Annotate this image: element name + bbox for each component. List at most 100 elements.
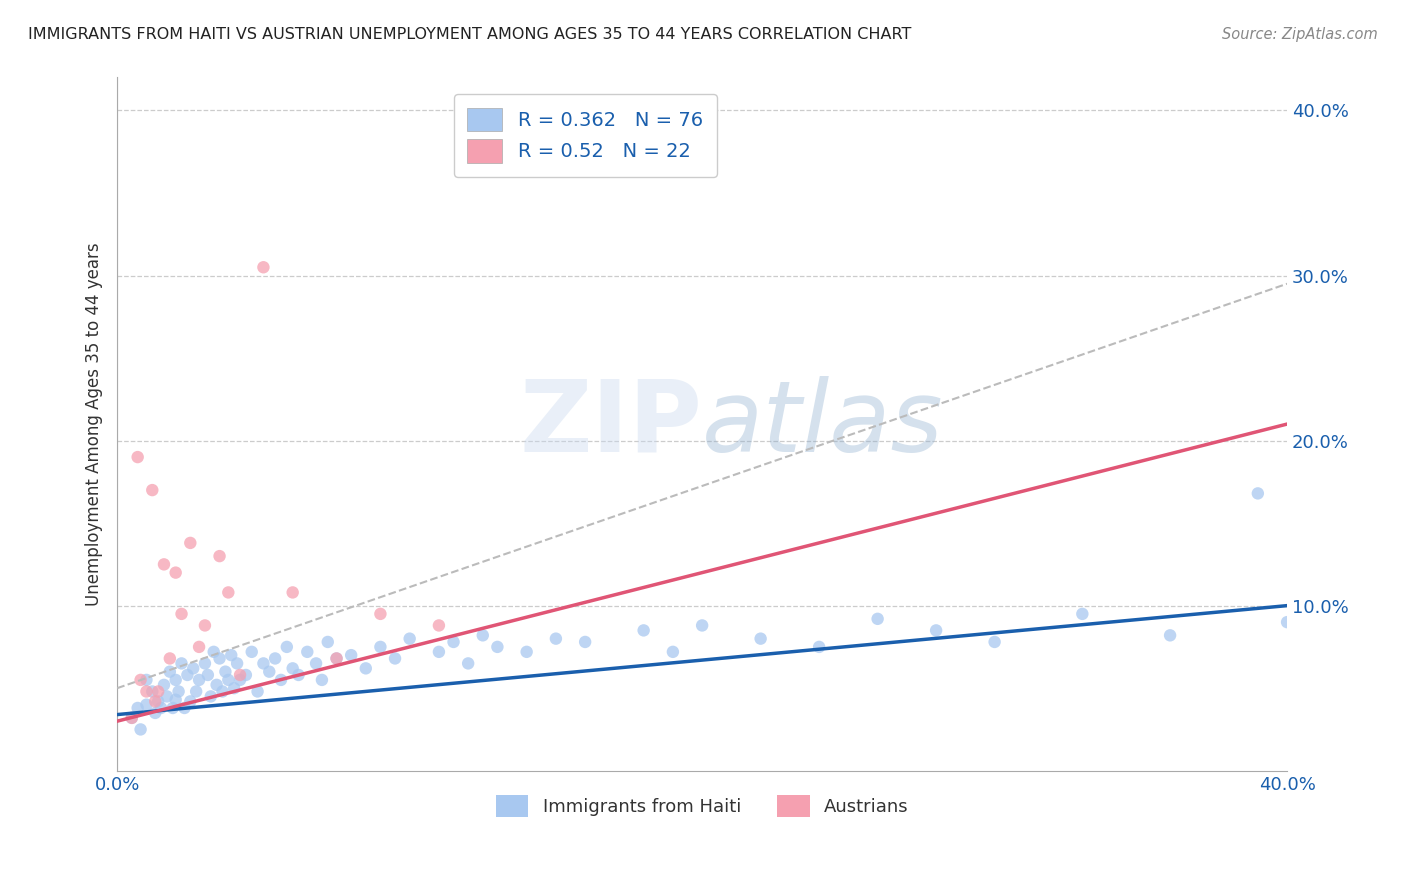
Point [983, 635, 1005, 649]
Point [281, 661, 304, 675]
Point [176, 668, 198, 682]
Point [135, 698, 157, 712]
Point [235, 668, 257, 682]
Point [165, 692, 187, 706]
Point [287, 668, 309, 682]
Point [516, 645, 538, 659]
Point [544, 632, 567, 646]
Point [398, 632, 420, 646]
Point [925, 624, 948, 638]
Point [690, 618, 713, 632]
Point [370, 607, 392, 621]
Point [224, 681, 246, 695]
Point [384, 651, 406, 665]
Point [427, 618, 450, 632]
Point [127, 701, 149, 715]
Point [217, 673, 239, 687]
Point [281, 585, 304, 599]
Point [129, 673, 152, 687]
Point [633, 624, 655, 638]
Point [159, 665, 181, 679]
Point [325, 651, 347, 665]
Point [214, 665, 236, 679]
Point [181, 661, 204, 675]
Point [170, 607, 193, 621]
Point [259, 665, 281, 679]
Point [170, 657, 193, 671]
Point [264, 651, 287, 665]
Point [208, 549, 231, 563]
Point [246, 684, 269, 698]
Point [370, 640, 392, 654]
Point [197, 668, 219, 682]
Point [311, 673, 333, 687]
Point [202, 645, 225, 659]
Point [471, 628, 494, 642]
Point [188, 640, 211, 654]
Point [427, 645, 450, 659]
Point [135, 684, 157, 698]
Legend: Immigrants from Haiti, Austrians: Immigrants from Haiti, Austrians [488, 788, 915, 824]
Point [443, 635, 465, 649]
Point [121, 711, 143, 725]
Point [188, 673, 211, 687]
Text: IMMIGRANTS FROM HAITI VS AUSTRIAN UNEMPLOYMENT AMONG AGES 35 TO 44 YEARS CORRELA: IMMIGRANTS FROM HAITI VS AUSTRIAN UNEMPL… [28, 27, 911, 42]
Point [226, 657, 249, 671]
Point [141, 483, 163, 497]
Point [1071, 607, 1094, 621]
Point [252, 657, 274, 671]
Point [316, 635, 339, 649]
Point [325, 651, 347, 665]
Text: atlas: atlas [702, 376, 943, 473]
Point [167, 684, 190, 698]
Point [194, 618, 217, 632]
Point [165, 566, 187, 580]
Point [340, 648, 363, 662]
Point [143, 706, 166, 720]
Point [208, 651, 231, 665]
Point [121, 711, 143, 725]
Point [156, 690, 179, 704]
Text: ZIP: ZIP [519, 376, 702, 473]
Y-axis label: Unemployment Among Ages 35 to 44 years: Unemployment Among Ages 35 to 44 years [86, 243, 103, 606]
Point [354, 661, 377, 675]
Point [217, 585, 239, 599]
Point [808, 640, 831, 654]
Point [211, 684, 233, 698]
Point [229, 673, 252, 687]
Point [252, 260, 274, 275]
Text: Source: ZipAtlas.com: Source: ZipAtlas.com [1222, 27, 1378, 42]
Point [200, 690, 222, 704]
Point [127, 450, 149, 464]
Point [143, 694, 166, 708]
Point [486, 640, 509, 654]
Point [276, 640, 298, 654]
Point [135, 673, 157, 687]
Point [146, 684, 169, 698]
Point [749, 632, 772, 646]
Point [153, 678, 176, 692]
Point [179, 536, 201, 550]
Point [574, 635, 596, 649]
Point [305, 657, 328, 671]
Point [194, 657, 217, 671]
Point [1159, 628, 1181, 642]
Point [457, 657, 479, 671]
Point [219, 648, 242, 662]
Point [146, 694, 169, 708]
Point [229, 668, 252, 682]
Point [129, 723, 152, 737]
Point [159, 651, 181, 665]
Point [141, 684, 163, 698]
Point [186, 684, 208, 698]
Point [162, 701, 184, 715]
Point [205, 678, 228, 692]
Point [173, 701, 195, 715]
Point [150, 701, 173, 715]
Point [165, 673, 187, 687]
Point [866, 612, 889, 626]
Point [153, 558, 176, 572]
Point [240, 645, 263, 659]
Point [270, 673, 292, 687]
Point [179, 694, 201, 708]
